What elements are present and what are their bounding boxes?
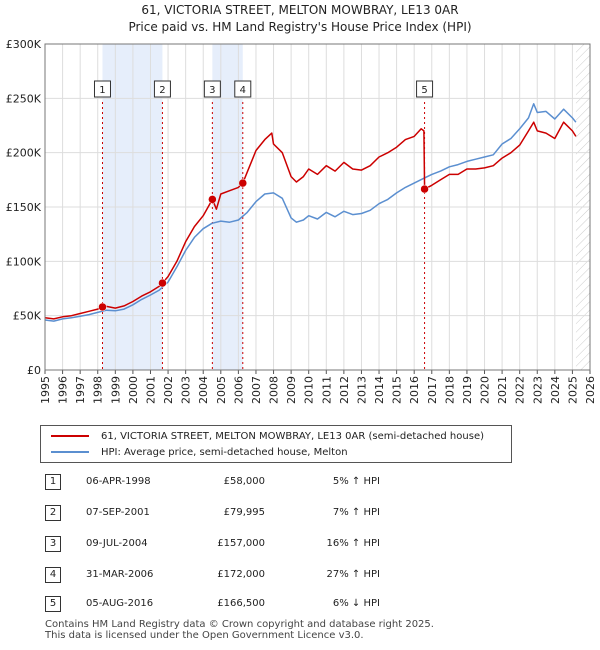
x-tick-label: 2022 [514,376,527,404]
footer: Contains HM Land Registry data © Crown c… [45,619,434,641]
sale-number-badge: 2 [45,505,61,521]
x-tick-label: 1998 [92,376,105,404]
sale-hpi-diff: 27% ↑ HPI [326,569,380,580]
x-tick-label: 2017 [426,376,439,404]
table-row: 1 06-APR-1998 £58,000 5% ↑ HPI [40,474,440,492]
sale-number-box [416,80,434,98]
x-tick-label: 2018 [443,376,456,404]
x-tick-label: 2012 [338,376,351,404]
sale-price: £58,000 [223,476,265,487]
x-tick-label: 1999 [109,376,122,404]
x-tick-label: 2010 [303,376,316,404]
y-tick-label: £300K [6,38,42,51]
x-tick-label: 2001 [144,376,157,404]
x-tick-label: 2024 [549,376,562,404]
y-tick-label: £150K [6,201,42,214]
legend-item-property: 61, VICTORIA STREET, MELTON MOWBRAY, LE1… [51,429,484,443]
legend-item-hpi: HPI: Average price, semi-detached house,… [51,445,348,459]
license-text: This data is licensed under the Open Gov… [45,630,364,641]
sale-hpi-diff: 6% ↓ HPI [332,598,380,609]
copyright-text: Contains HM Land Registry data © Crown c… [45,619,434,630]
x-tick-label: 2021 [496,376,509,404]
sale-date: 06-APR-1998 [86,476,151,487]
y-tick-label: £100K [6,255,42,268]
table-row: 3 09-JUL-2004 £157,000 16% ↑ HPI [40,536,440,554]
table-row: 5 05-AUG-2016 £166,500 6% ↓ HPI [40,596,440,614]
sale-number-label: 1 [99,85,105,96]
x-tick-label: 1997 [74,376,87,404]
y-tick-label: £250K [6,92,42,105]
x-tick-label: 2011 [320,376,333,404]
sale-price: £157,000 [217,538,265,549]
legend-swatch-property [51,435,89,437]
x-tick-label: 2026 [584,376,597,404]
legend-label-hpi: HPI: Average price, semi-detached house,… [101,446,348,458]
sale-number-box [93,80,111,98]
sale-number-badge: 3 [45,536,61,552]
sale-date: 09-JUL-2004 [86,538,148,549]
legend-swatch-hpi [51,451,89,453]
sale-hpi-diff: 5% ↑ HPI [332,476,380,487]
chart-subtitle: Price paid vs. HM Land Registry's House … [128,20,472,34]
sale-number-label: 5 [421,85,427,96]
price-chart: £0 £50K £100K £150K £200K £250K £300K 1995 1996 1… [6,38,597,404]
x-tick-label: 1995 [39,376,52,404]
sale-number-label: 2 [159,85,165,96]
sale-number-badge: 5 [45,596,61,612]
x-tick-label: 2016 [408,376,421,404]
x-tick-label: 2005 [215,376,228,404]
sale-number-box [203,80,221,98]
legend: 61, VICTORIA STREET, MELTON MOWBRAY, LE1… [40,425,512,463]
legend-label-property: 61, VICTORIA STREET, MELTON MOWBRAY, LE1… [101,430,484,442]
sale-price: £79,995 [223,507,265,518]
table-row: 2 07-SEP-2001 £79,995 7% ↑ HPI [40,505,440,523]
x-tick-label: 2004 [197,376,210,404]
x-tick-label: 2015 [391,376,404,404]
sale-hpi-diff: 7% ↑ HPI [332,507,380,518]
chart-title: 61, VICTORIA STREET, MELTON MOWBRAY, LE1… [141,3,459,17]
y-tick-label: £200K [6,147,42,160]
sale-date: 07-SEP-2001 [86,507,150,518]
sale-point [208,195,217,204]
sale-point [98,302,107,312]
sale-date: 05-AUG-2016 [86,598,154,609]
y-tick-label: £50K [13,310,42,323]
x-tick-label: 2000 [127,376,140,404]
sale-hpi-diff: 16% ↑ HPI [326,538,380,549]
property-price-line [44,121,577,320]
sale-point [238,178,248,188]
x-tick-label: 2019 [461,376,474,404]
x-tick-label: 2008 [268,376,281,404]
x-tick-label: 2002 [162,376,175,404]
sale-date: 31-MAR-2006 [86,569,154,580]
sale-number-label: 4 [240,85,246,96]
x-tick-label: 2014 [373,376,386,404]
x-tick-label: 1996 [57,376,70,404]
sale-number-label: 3 [209,85,215,96]
x-tick-label: 2013 [355,376,368,404]
x-tick-label: 2023 [531,376,544,404]
sale-number-box [153,80,171,98]
x-tick-label: 2007 [250,376,263,404]
x-tick-label: 2020 [479,376,492,404]
sale-price: £172,000 [217,569,265,580]
sale-price: £166,500 [217,598,265,609]
x-tick-label: 2006 [232,376,245,404]
sale-number-box [234,80,252,98]
x-tick-label: 2003 [180,376,193,404]
y-tick-label: £0 [27,364,41,377]
sale-point [420,184,429,194]
sale-number-badge: 1 [45,474,61,490]
x-tick-label: 2025 [566,376,579,404]
sale-point [158,278,167,288]
plot-border [44,43,591,371]
sale-number-badge: 4 [45,567,61,583]
table-row: 4 31-MAR-2006 £172,000 27% ↑ HPI [40,567,440,585]
hpi-line [44,103,577,322]
x-tick-label: 2009 [285,376,298,404]
